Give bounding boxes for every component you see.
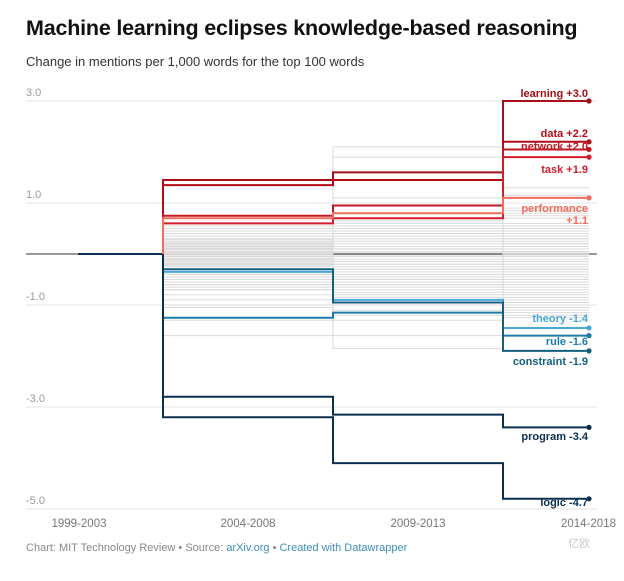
y-tick-label: -3.0 xyxy=(26,393,45,405)
y-tick-label: -5.0 xyxy=(26,495,45,507)
footer-credit: Chart: MIT Technology Review • Source: xyxy=(26,542,227,554)
series-line-network xyxy=(162,148,589,254)
series-endpoint-learning xyxy=(586,98,592,104)
series-label-program: program -3.4 xyxy=(521,431,589,443)
background-series-line xyxy=(162,230,589,254)
series-label-performance: +1.1 xyxy=(566,215,588,227)
series-endpoint-rule xyxy=(586,333,592,339)
series-line-data xyxy=(162,140,589,254)
series-label-rule: rule -1.6 xyxy=(546,336,588,348)
series-endpoint-theory xyxy=(586,325,592,331)
series-line-program xyxy=(162,254,589,429)
x-tick-label: 2004-2008 xyxy=(221,518,276,530)
series-label-theory: theory -1.4 xyxy=(532,313,589,325)
x-tick-label: 2014-2018 xyxy=(561,518,616,530)
source-link[interactable]: arXiv.org xyxy=(226,542,270,554)
chart-title: Machine learning eclipses knowledge-base… xyxy=(26,16,578,40)
series-label-logic: logic -4.7 xyxy=(540,497,588,509)
chart-footer: Chart: MIT Technology Review • Source: a… xyxy=(26,542,407,554)
background-series-line xyxy=(162,146,589,254)
series-line-logic xyxy=(162,254,589,500)
series-label-task: task +1.9 xyxy=(541,164,588,176)
footer-separator: • xyxy=(269,542,280,554)
series-endpoint-task xyxy=(586,154,592,160)
background-series-line xyxy=(163,252,589,256)
y-tick-label: 3.0 xyxy=(26,87,41,99)
series-line-learning xyxy=(162,100,589,254)
x-tick-label: 2009-2013 xyxy=(391,518,446,530)
watermark: 亿欧 xyxy=(568,538,590,550)
series-endpoint-data xyxy=(586,139,592,145)
series-label-network: network +2.0 xyxy=(521,141,588,153)
datawrapper-link[interactable]: Created with Datawrapper xyxy=(279,542,408,554)
series-label-learning: learning +3.0 xyxy=(520,88,588,100)
series-line-performance xyxy=(162,196,589,254)
series-endpoint-logic xyxy=(586,496,592,502)
series-endpoint-program xyxy=(586,424,592,430)
y-tick-label: -1.0 xyxy=(26,291,45,303)
series-endpoint-network xyxy=(586,146,592,153)
chart-subtitle: Change in mentions per 1,000 words for t… xyxy=(26,54,365,69)
series-label-data: data +2.2 xyxy=(541,128,588,140)
series-label-performance: performance xyxy=(521,203,588,215)
background-series-line xyxy=(162,254,589,278)
series-endpoint-constraint xyxy=(586,348,592,354)
series-label-constraint: constraint -1.9 xyxy=(513,356,588,368)
series-endpoint-performance xyxy=(586,195,592,201)
background-series-line xyxy=(162,254,589,349)
x-tick-label: 1999-2003 xyxy=(52,518,107,530)
y-tick-label: 1.0 xyxy=(26,189,41,201)
